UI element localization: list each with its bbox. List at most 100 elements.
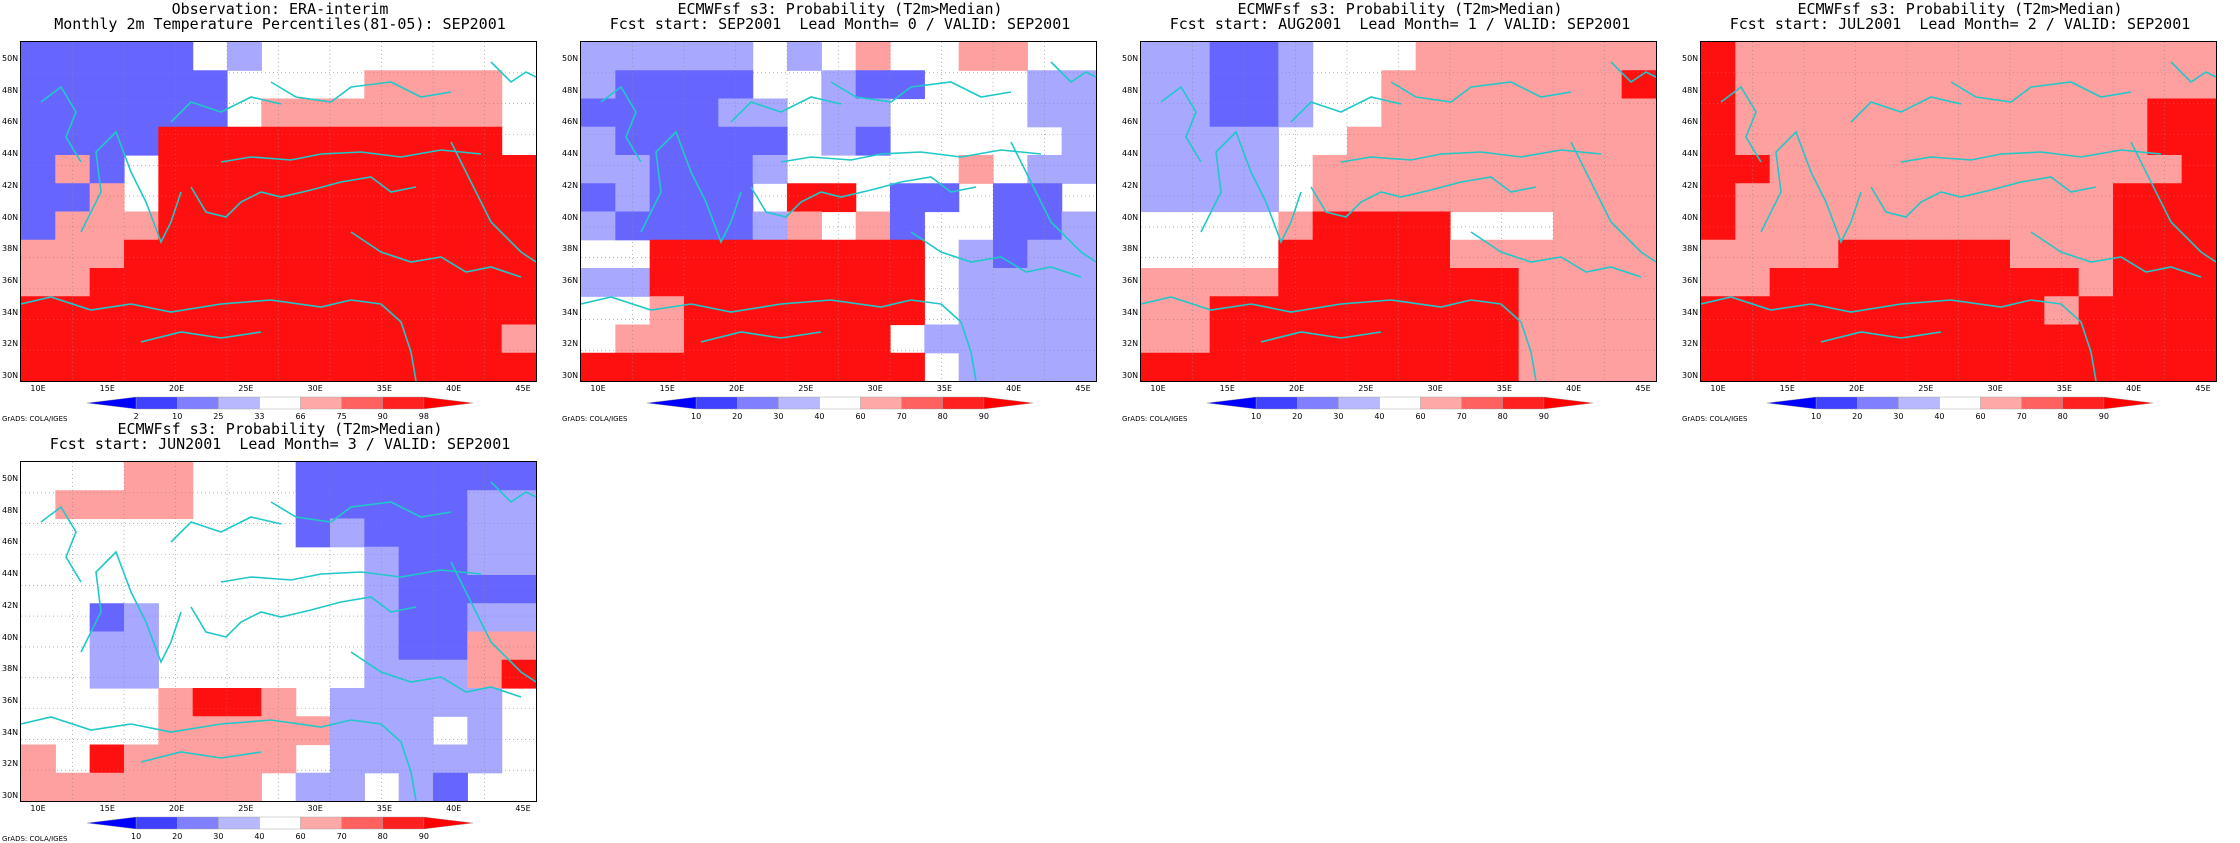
coastline	[700, 331, 822, 343]
grid-cell	[124, 631, 159, 661]
lat-tick-label: 38N	[562, 244, 579, 254]
grid-cell	[649, 352, 685, 381]
grid-cell	[752, 239, 788, 269]
grid-cell	[1450, 42, 1485, 71]
colorbar-segment	[1980, 396, 2022, 410]
grid-cell	[752, 268, 788, 297]
grid-cell	[2078, 126, 2114, 156]
grid-cell	[684, 183, 719, 213]
grid-cell	[2010, 211, 2045, 241]
grid-cell	[1484, 155, 1520, 184]
colorbar-segment	[2062, 396, 2105, 410]
grid-cell	[433, 352, 468, 381]
colorbar-label: 80	[937, 412, 948, 421]
grid-cell	[398, 603, 434, 633]
colorbar-segment	[983, 396, 1033, 410]
grid-cell	[2181, 70, 2216, 100]
grid-cell	[2078, 352, 2114, 381]
grid-cell	[295, 462, 331, 491]
grid-cell	[501, 659, 536, 689]
panel-subtitle: Monthly 2m Temperature Percentiles(81-05…	[54, 15, 506, 33]
grid-cell	[2181, 155, 2216, 184]
grid-cell	[89, 70, 125, 100]
colorbar-segment	[218, 816, 260, 830]
colorbar-segment	[259, 816, 301, 830]
colorbar-label: 66	[295, 412, 306, 421]
grid-cell	[330, 744, 365, 774]
grid-cell	[1027, 211, 1063, 241]
colorbar-label: 33	[254, 412, 265, 421]
coastline	[21, 716, 382, 733]
coastline	[1500, 303, 1537, 381]
colorbar-label: 30	[213, 832, 224, 841]
grid-cell	[855, 126, 891, 156]
lat-tick-label: 44N	[1682, 149, 1699, 159]
lon-tick-label: 35E	[1496, 384, 1513, 393]
lon-tick-label: 20E	[728, 384, 745, 393]
colorbar-segment	[2021, 396, 2063, 410]
grid-cell	[1244, 352, 1279, 381]
lat-tick-label: 30N	[1122, 371, 1139, 380]
grid-cell	[1872, 296, 1908, 326]
colorbar-label: 90	[978, 412, 989, 421]
colorbar-segment	[259, 396, 301, 410]
colorbar-label: 60	[295, 832, 306, 841]
grid-cell	[1061, 70, 1096, 100]
grid-cell	[1907, 211, 1942, 241]
grid-cell	[958, 42, 994, 71]
grid-cell	[2113, 42, 2148, 71]
grid-cell	[1907, 183, 1942, 213]
colorbar-segment	[1857, 396, 1899, 410]
lon-tick-label: 25E	[1918, 384, 1934, 393]
lat-tick-label: 32N	[562, 339, 579, 349]
coastline	[1870, 176, 2097, 218]
grid-cell	[1587, 155, 1623, 184]
grid-cell	[89, 603, 125, 633]
coastline	[450, 561, 536, 683]
grid-cell	[2181, 183, 2216, 213]
grid-cell	[192, 70, 228, 100]
lon-tick-label: 10E	[590, 384, 606, 393]
grid-cell	[467, 126, 503, 156]
grid-cell	[958, 352, 994, 381]
lon-tick-label: 10E	[1150, 384, 1166, 393]
grid-cell	[2010, 324, 2045, 354]
grid-cell	[649, 296, 685, 326]
grid-cell	[1701, 239, 1736, 269]
grid-cell	[581, 211, 616, 241]
grid-cell	[467, 155, 503, 184]
grid-cell	[398, 744, 434, 774]
grid-cell	[2078, 98, 2114, 128]
grid-cell	[330, 688, 365, 717]
grid-cell	[1061, 155, 1096, 184]
lon-tick-label: 25E	[238, 384, 254, 393]
lon-tick-label: 30E	[307, 384, 323, 393]
grid-cell	[855, 296, 891, 326]
panel-subtitle: Fcst start: JUN2001 Lead Month= 3 / VALI…	[49, 435, 511, 453]
grid-cell	[1450, 239, 1485, 269]
colorbar-label: 30	[773, 412, 784, 421]
grid-cell	[124, 70, 159, 100]
grid-cell	[124, 603, 159, 633]
coastline	[1950, 81, 2132, 103]
coastline	[780, 149, 1042, 163]
panel-subtitle: Fcst start: SEP2001 Lead Month= 0 / VALI…	[609, 15, 1071, 33]
grid-cell	[890, 352, 925, 381]
grid-cell	[2010, 42, 2045, 71]
grid-cell	[1587, 211, 1623, 241]
grid-cell	[1209, 155, 1245, 184]
grid-cell	[330, 352, 365, 381]
grid-cell	[295, 183, 331, 213]
colorbar-label: 98	[418, 412, 429, 421]
grid-cell	[1450, 268, 1485, 297]
grid-cell	[1415, 324, 1451, 354]
lon-tick-label: 30E	[1987, 384, 2003, 393]
grid-cell	[1553, 183, 1588, 213]
coastline	[940, 303, 977, 381]
lon-tick-label: 40E	[1006, 384, 1022, 393]
lat-tick-label: 48N	[2, 505, 19, 515]
grid-cell	[1804, 42, 1839, 71]
grid-cell	[1244, 296, 1279, 326]
grid-cell	[1621, 98, 1656, 128]
colorbar-label: 40	[814, 412, 825, 421]
